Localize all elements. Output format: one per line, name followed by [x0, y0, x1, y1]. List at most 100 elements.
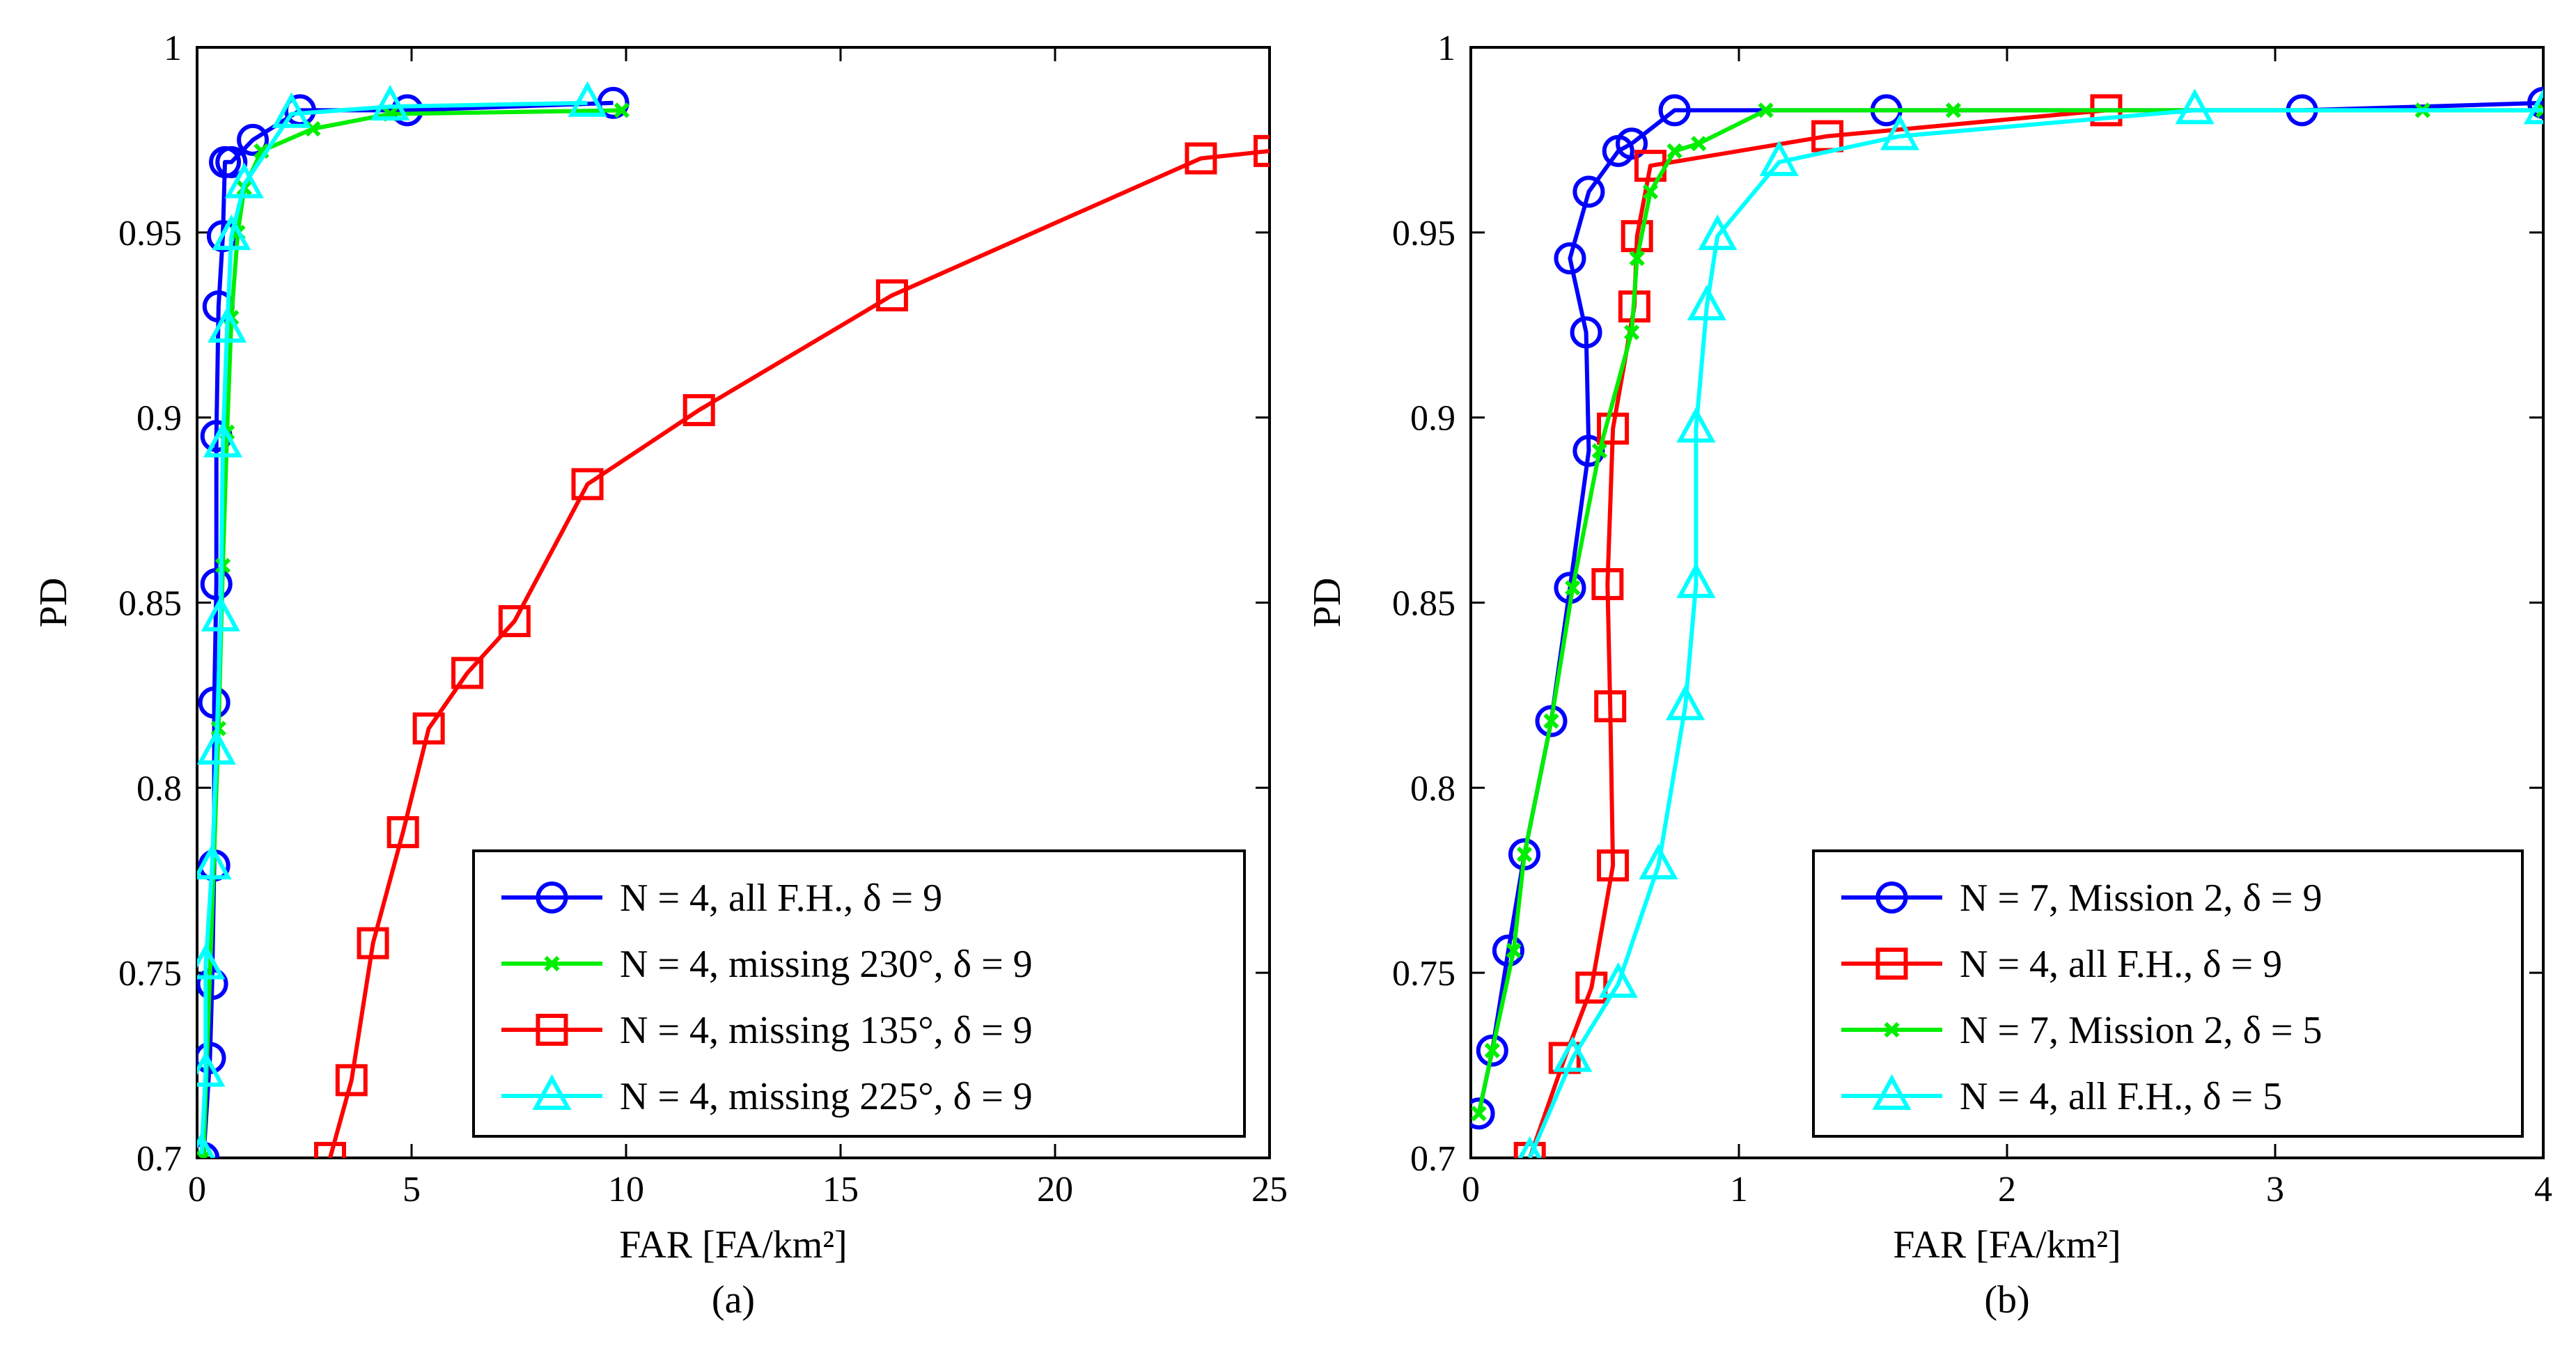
plot-area: [1471, 86, 2543, 1158]
x-tick-label: 3: [2266, 1170, 2284, 1209]
data-point: [224, 162, 264, 198]
data-point: [1254, 134, 1270, 167]
legend-marker: [1872, 1074, 1912, 1110]
data-point: [1185, 142, 1217, 175]
data-point: [2535, 102, 2543, 118]
legend-marker: [536, 1014, 568, 1046]
legend-marker: [1875, 948, 1908, 980]
data-point: [1476, 1034, 1508, 1067]
data-point: [387, 816, 419, 849]
y-tick-label: 0.95: [1392, 214, 1455, 253]
data-point: [1591, 567, 1624, 600]
y-tick-label: 0.7: [136, 1139, 182, 1179]
data-point: [1880, 114, 1920, 150]
x-tick-label: 20: [1037, 1170, 1073, 1209]
data-point: [1759, 140, 1799, 176]
y-tick-label: 1: [164, 29, 182, 68]
panel-label: (b): [1984, 1278, 2029, 1322]
data-point: [2175, 88, 2215, 125]
legend-entry: N = 4, all F.H., δ = 9: [501, 877, 942, 920]
data-point: [1565, 580, 1581, 596]
data-point: [1658, 94, 1691, 127]
series-3: [1517, 88, 2543, 1158]
legend-entry: N = 7, Mission 2, δ = 5: [1841, 1009, 2323, 1052]
legend-entry: N = 4, missing 230°, δ = 9: [501, 943, 1033, 986]
data-point: [237, 123, 270, 156]
data-point: [1597, 849, 1630, 881]
legend-marker: [544, 955, 560, 972]
x-tick-label: 2: [1998, 1170, 2016, 1209]
series-line: [1527, 108, 2543, 1158]
data-point: [571, 468, 604, 501]
legend-marker: [532, 1074, 572, 1110]
x-tick-label: 4: [2534, 1170, 2552, 1209]
data-point: [272, 92, 311, 128]
data-point: [1517, 1136, 1542, 1158]
legend-marker: [1875, 881, 1908, 914]
data-point: [2527, 86, 2543, 119]
data-point: [212, 214, 251, 251]
data-point: [1639, 843, 1678, 879]
y-tick-label: 0.85: [1392, 584, 1455, 624]
data-point: [197, 1042, 226, 1074]
data-point: [197, 1051, 226, 1087]
legend-label: N = 4, missing 225°, δ = 9: [620, 1075, 1033, 1118]
data-point: [498, 605, 531, 638]
data-point: [1629, 250, 1645, 267]
y-tick-label: 0.7: [1410, 1139, 1455, 1179]
y-tick-label: 0.9: [1410, 399, 1455, 439]
legend-marker: [1884, 1021, 1900, 1038]
legend: N = 4, all F.H., δ = 9 N = 4, missing 230…: [472, 849, 1246, 1138]
x-tick-label: 5: [403, 1170, 421, 1209]
series-line: [1527, 108, 2107, 1158]
legend-label: N = 4, all F.H., δ = 9: [620, 877, 942, 920]
data-point: [1554, 242, 1586, 275]
data-point: [1687, 284, 1726, 321]
data-point: [1535, 705, 1568, 737]
legend-entry: N = 4, missing 225°, δ = 9: [501, 1074, 1033, 1118]
data-point: [1676, 562, 1716, 598]
data-point: [203, 421, 243, 457]
series-line: [328, 148, 1270, 1158]
series-1: [1513, 94, 2123, 1158]
data-point: [357, 927, 389, 959]
data-point: [201, 595, 240, 632]
y-tick-label: 0.85: [118, 584, 182, 624]
data-point: [1616, 127, 1648, 160]
x-axis-label: FAR [FA/km²]: [619, 1223, 847, 1267]
legend-entry: N = 4, all F.H., δ = 5: [1841, 1074, 2282, 1118]
data-point: [215, 146, 248, 178]
legend-label: N = 4, all F.H., δ = 5: [1960, 1075, 2282, 1118]
y-axis-label: PD: [32, 578, 75, 628]
y-tick-label: 0.9: [136, 399, 182, 439]
data-point: [451, 657, 484, 689]
y-tick-label: 0.8: [136, 769, 182, 808]
data-point: [1666, 143, 1683, 159]
x-tick-label: 0: [188, 1170, 206, 1209]
data-point: [1543, 713, 1559, 729]
panel-label: (a): [712, 1278, 755, 1322]
data-point: [614, 102, 630, 118]
data-point: [1691, 136, 1707, 152]
data-point: [1623, 324, 1640, 340]
legend-entry: N = 4, missing 135°, δ = 9: [501, 1009, 1033, 1052]
series-3: [197, 81, 607, 1158]
chart-panel-b: 0 1 2 3 4 0.7 0.75 0.8 0.85 0.9 0.95 1 FAR [FA/km²] P…: [1306, 29, 2552, 1322]
data-point: [1471, 1097, 1495, 1130]
data-point: [1676, 407, 1716, 443]
data-point: [197, 943, 226, 980]
legend-label: N = 7, Mission 2, δ = 9: [1960, 877, 2323, 920]
data-point: [1598, 962, 1638, 998]
data-point: [568, 81, 607, 117]
y-axis-label: PD: [1306, 578, 1349, 628]
data-point: [198, 687, 231, 719]
legend-marker: [536, 881, 568, 914]
data-point: [1642, 184, 1659, 200]
data-point: [1758, 102, 1774, 118]
y-tick-label: 0.8: [1410, 769, 1455, 808]
y-tick-label: 0.95: [118, 214, 182, 253]
data-point: [313, 1142, 346, 1158]
data-point: [1570, 316, 1602, 349]
data-point: [1665, 684, 1705, 721]
